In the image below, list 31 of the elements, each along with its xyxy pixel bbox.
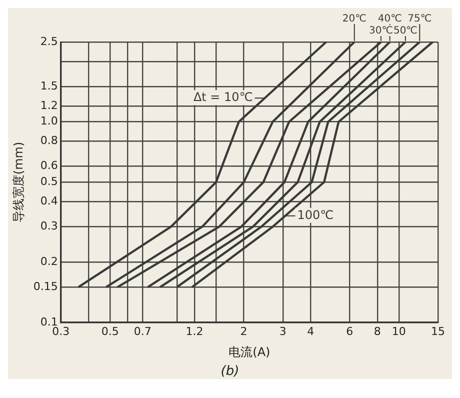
x-tick-label: 6 [346, 324, 354, 338]
x-tick-label: 1.2 [186, 324, 204, 338]
y-tick-label: 1.0 [40, 114, 58, 128]
x-tick-label: 0.7 [134, 324, 152, 338]
y-tick-label: 1.5 [40, 79, 58, 92]
y-tick-label: 0.4 [40, 194, 58, 208]
legend-label: 100℃ [297, 208, 334, 222]
text: 40℃ [378, 14, 402, 25]
x-tick-label: 4 [307, 324, 314, 338]
y-tick-label: 0.3 [40, 220, 58, 233]
y-tick-label: 0.15 [33, 280, 58, 293]
y-axis-title: 导线宽度(mm) [11, 142, 26, 223]
x-tick-label: 8 [374, 324, 381, 338]
x-tick-label: 2 [240, 324, 248, 338]
x-tick-label: 3 [279, 324, 286, 338]
y-tick-label: 0.5 [40, 175, 58, 188]
y-tick-label: 0.2 [40, 254, 58, 268]
y-tick-label: 2.5 [40, 34, 58, 48]
x-tick-label: 0.5 [101, 324, 119, 338]
y-tick-label: 1.2 [40, 98, 58, 112]
x-tick-label: 15 [431, 324, 445, 338]
text: 75℃ [408, 14, 432, 25]
legend-label: 50℃ [393, 26, 418, 37]
text: (b) [220, 364, 240, 379]
x-axis-title: 电流(A) [228, 344, 270, 359]
series-label: 30℃ [368, 26, 393, 37]
y-tick-label: 0.6 [40, 159, 58, 172]
series-label: Δt = 10℃ [193, 90, 253, 104]
text: 20℃ [342, 14, 366, 25]
x-tick-label: 10 [392, 324, 406, 338]
y-tick-label: 0.8 [40, 134, 58, 148]
